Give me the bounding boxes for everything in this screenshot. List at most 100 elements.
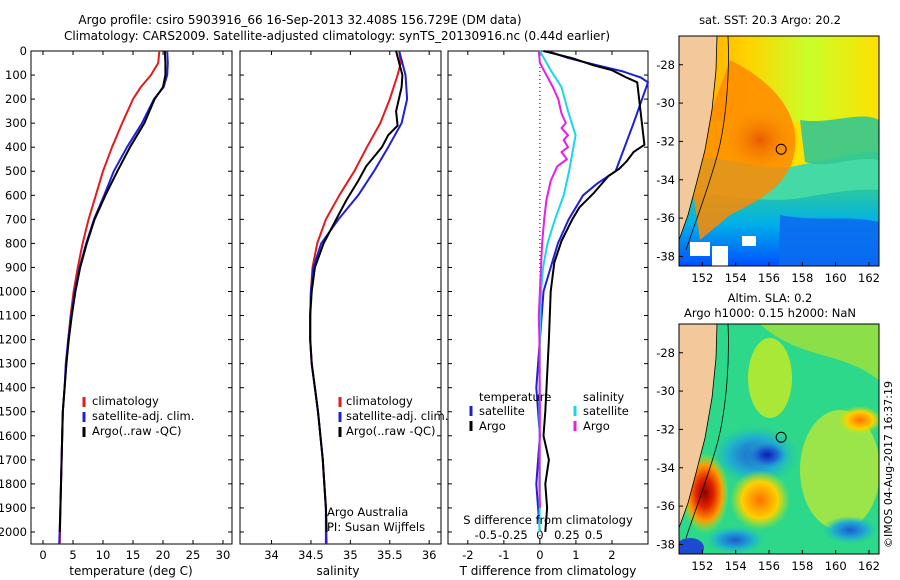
depth-tick-label: 1800 [0, 477, 27, 491]
salinity-frame [239, 50, 442, 545]
legend-salinity-header: salinity [583, 390, 624, 404]
sst-map-title: sat. SST: 20.3 Argo: 20.2 [699, 13, 841, 27]
sla-map-title-1: Altim. SLA: 0.2 [728, 291, 813, 305]
map-y-tick-label: -28 [656, 346, 675, 360]
map-x-tick-label: 154 [725, 271, 747, 285]
sst-map-image [679, 36, 879, 266]
title-line-2: Climatology: CARS2009. Satellite-adjuste… [64, 29, 610, 43]
x-tick-label: 35 [343, 548, 358, 562]
salinity-ticks: 34 34.5 35 35.5 36 [240, 50, 441, 562]
map-y-tick-label: -28 [656, 58, 675, 72]
salinity-legend: climatology satellite-adj. clim. Argo(..… [338, 394, 448, 438]
legend-t-argo: Argo [479, 419, 506, 433]
map-y-tick-label: -38 [656, 249, 675, 263]
s-difference-label: S difference from climatology [463, 513, 633, 527]
t-difference-label: T difference from climatology [459, 564, 637, 578]
map-y-tick-label: -34 [656, 173, 675, 187]
sst-map-ticks: 152 154 156 158 160 162 -28 -30 -32 -34 -36 -38 [656, 58, 880, 285]
x-tick-label: 35.5 [377, 548, 403, 562]
x-tick-label: -2 [462, 548, 473, 562]
s-tick-label: 0.25 [554, 528, 580, 542]
map-x-tick-label: 162 [858, 271, 880, 285]
x-tick-label: 15 [126, 548, 141, 562]
s-tick-label: 0.5 [585, 528, 603, 542]
s-tick-label: 0 [536, 528, 543, 542]
depth-tick-label: 1900 [0, 501, 27, 515]
sst-map-frame [678, 35, 880, 267]
x-tick-label: 25 [186, 548, 201, 562]
difference-ticks: -2 -1 0 1 2 -0.5 -0.25 0 0.25 0.5 [448, 50, 648, 562]
imos-stamp: ©IMOS 04-Aug-2017 16:37:19 [882, 381, 895, 548]
map-x-tick-label: 160 [825, 271, 847, 285]
sla-map-frame [678, 323, 880, 555]
legend-sat: satellite-adj. clim. [92, 409, 194, 423]
x-tick-label: 10 [96, 548, 111, 562]
depth-tick-label: 600 [5, 188, 27, 202]
map-x-tick-label: 158 [791, 271, 813, 285]
map-x-tick-label: 152 [691, 271, 713, 285]
legend-sat: satellite-adj. clim. [346, 409, 448, 423]
legend-temperature-header: temperature [479, 390, 551, 404]
temperature-ticks: 0 5 10 15 20 25 30 [31, 50, 232, 562]
depth-tick-label: 1700 [0, 453, 27, 467]
credit-line-1: Argo Australia [327, 505, 408, 519]
map-y-tick-label: -36 [656, 499, 675, 513]
credit-line-2: PI: Susan Wijffels [327, 520, 425, 534]
map-y-tick-label: -38 [656, 537, 675, 551]
depth-tick-label: 300 [5, 116, 27, 130]
map-x-tick-label: 156 [758, 559, 780, 573]
difference-series [535, 50, 649, 533]
difference-legend: temperature satellite Argo salinity sate… [469, 390, 629, 433]
depth-tick-label: 900 [5, 260, 27, 274]
series-argo-raw-qc- [309, 50, 404, 533]
depth-tick-label: 1100 [0, 309, 27, 323]
map-y-tick-label: -36 [656, 211, 675, 225]
depth-tick-label: 1300 [0, 357, 27, 371]
title-line-1: Argo profile: csiro 5903916_66 16-Sep-20… [78, 13, 521, 27]
series-t-argo [542, 50, 646, 533]
depth-tick-label: 200 [5, 92, 27, 106]
legend-clim: climatology [92, 394, 159, 408]
x-tick-label: 34.5 [298, 548, 324, 562]
x-tick-label: 5 [69, 548, 76, 562]
map-x-tick-label: 158 [791, 559, 813, 573]
series-t-satellite [535, 50, 649, 533]
salinity-panel: 34 34.5 35 35.5 36 salinity climatology sate… [239, 50, 448, 578]
s-tick-label: -0.25 [498, 528, 528, 542]
legend-t-satellite: satellite [479, 404, 525, 418]
temperature-panel: 0100200300400500600700800900100011001200… [0, 44, 233, 578]
depth-tick-label: 1200 [0, 333, 27, 347]
temperature-frame [30, 50, 233, 545]
depth-tick-label: 1000 [0, 284, 27, 298]
legend-clim: climatology [346, 394, 413, 408]
temperature-legend: climatology satellite-adj. clim. Argo(..… [82, 394, 194, 438]
legend-s-argo: Argo [583, 419, 610, 433]
legend-s-satellite: satellite [583, 404, 629, 418]
x-tick-label: 0 [536, 548, 543, 562]
map-y-tick-label: -30 [656, 96, 675, 110]
sla-map-panel: Altim. SLA: 0.2 Argo h1000: 0.15 h2000: … [656, 291, 880, 573]
series-s-argo [537, 50, 569, 508]
legend-argo: Argo(..raw -QC) [92, 424, 182, 438]
x-tick-label: 30 [216, 548, 231, 562]
x-tick-label: 20 [156, 548, 171, 562]
x-tick-label: 0 [39, 548, 46, 562]
sla-argo-marker [775, 431, 787, 443]
x-tick-label: 34 [264, 548, 279, 562]
sla-map-image [679, 324, 879, 554]
sla-map-ticks: 152 154 156 158 160 162 -28 -30 -32 -34 -36 -38 [656, 346, 880, 573]
temperature-series [58, 50, 169, 545]
depth-tick-label: 2000 [0, 525, 27, 539]
depth-tick-label: 500 [5, 164, 27, 178]
depth-tick-label: 0 [20, 44, 27, 58]
sla-map-title-2: Argo h1000: 0.15 h2000: NaN [684, 306, 856, 320]
sst-map-panel: sat. SST: 20.3 Argo: 20.2 152 154 156 158 16… [656, 13, 880, 285]
map-x-tick-label: 152 [691, 559, 713, 573]
x-tick-label: 1 [572, 548, 579, 562]
series-argo-raw-qc- [58, 50, 167, 533]
depth-tick-label: 1600 [0, 429, 27, 443]
salinity-series [309, 50, 409, 545]
map-y-tick-label: -32 [656, 134, 675, 148]
legend-argo: Argo(..raw -QC) [346, 424, 436, 438]
